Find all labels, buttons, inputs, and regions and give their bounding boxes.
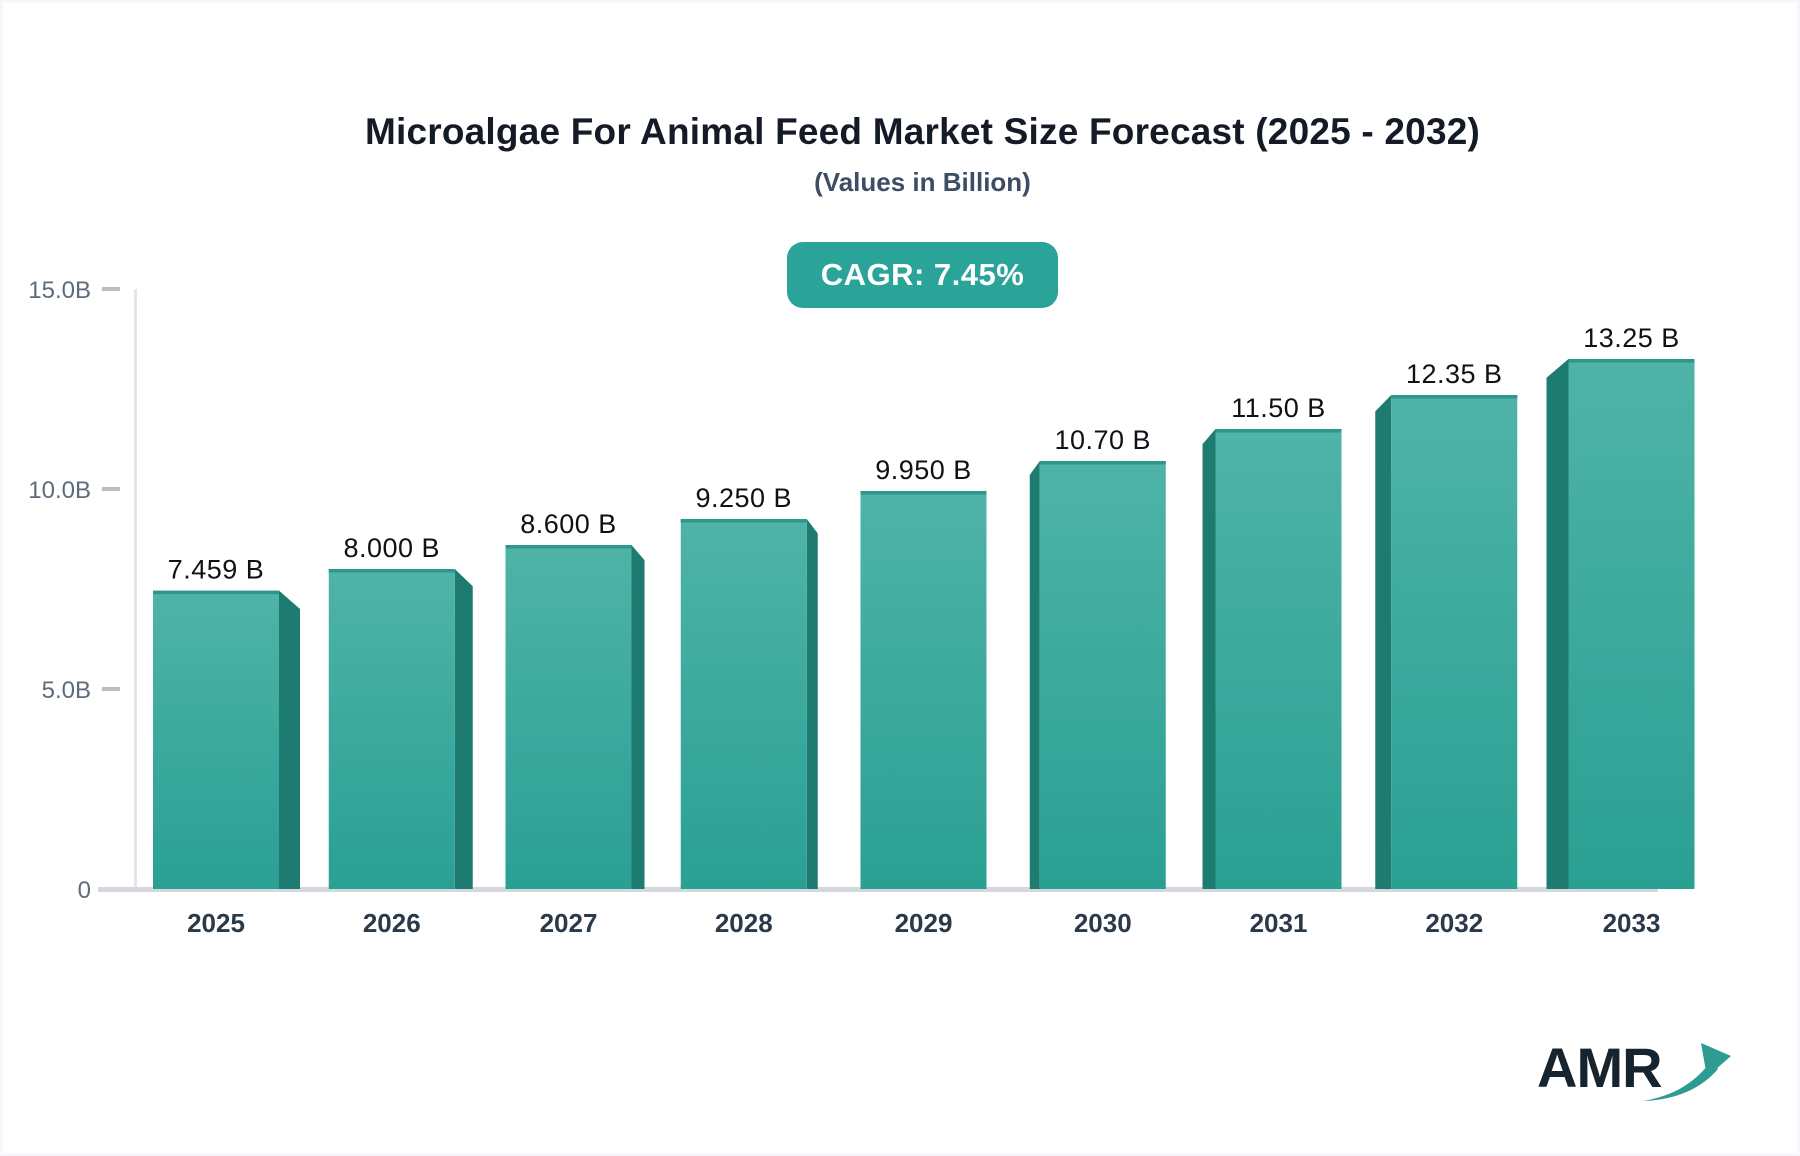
bar-value-label-2027: 8.600 B xyxy=(520,509,617,539)
x-axis-label-2033: 2033 xyxy=(1603,908,1661,938)
cagr-badge-label: CAGR: 7.45% xyxy=(820,257,1025,292)
bar-2025: 7.459 B 2025 xyxy=(153,555,300,938)
bar-side-face xyxy=(1029,461,1040,889)
bar-top-edge xyxy=(1215,429,1342,433)
bar-top-edge xyxy=(1568,359,1695,363)
bar-front-face xyxy=(505,545,632,889)
bar-side-face xyxy=(806,519,818,889)
bar-value-label-2033: 13.25 B xyxy=(1583,323,1680,353)
bar-front-face xyxy=(1391,395,1518,889)
bar-2027: 8.600 B 2027 xyxy=(505,509,645,938)
bar-side-face xyxy=(454,569,473,889)
bar-2030: 10.70 B 2030 xyxy=(1029,425,1166,938)
bar-2029: 9.950 B 2029 xyxy=(860,455,987,938)
amr-logo: AMR xyxy=(1537,1035,1731,1115)
x-axis-label-2026: 2026 xyxy=(363,908,421,938)
bar-top-edge xyxy=(860,491,987,495)
bar-2033: 13.25 B 2033 xyxy=(1546,323,1695,938)
y-tick-label-5.0B: 5.0B xyxy=(42,677,91,704)
bar-2026: 8.000 B 2026 xyxy=(328,533,473,938)
y-tick-label-10.0B: 10.0B xyxy=(28,477,91,504)
page-title: Microalgae For Animal Feed Market Size F… xyxy=(364,111,1481,152)
growth-arrow-icon xyxy=(1643,1043,1731,1101)
bar-top-edge xyxy=(328,569,455,573)
bar-front-face xyxy=(680,519,807,889)
bar-front-face xyxy=(1215,429,1342,889)
bar-value-label-2030: 10.70 B xyxy=(1054,425,1151,455)
bar-side-face xyxy=(279,590,300,889)
x-axis-label-2025: 2025 xyxy=(187,908,245,938)
x-axis-baseline xyxy=(98,887,1658,892)
bar-side-face xyxy=(1546,359,1569,889)
bar-front-face xyxy=(860,491,987,889)
x-axis-label-2031: 2031 xyxy=(1250,908,1308,938)
chart-subtitle: (Values in Billion) xyxy=(814,167,1031,197)
bar-front-face xyxy=(1568,359,1695,889)
bar-value-label-2026: 8.000 B xyxy=(343,533,440,563)
bar-front-face xyxy=(328,569,455,889)
bar-top-edge xyxy=(505,545,632,549)
bar-chart-canvas: 15.0B 10.0B 5.0B 0 7.459 B 2025 8.000 B 2026 8.6… xyxy=(3,3,1797,1153)
bar-side-face xyxy=(1202,429,1216,889)
x-axis-label-2028: 2028 xyxy=(715,908,773,938)
bar-value-label-2031: 11.50 B xyxy=(1231,393,1326,423)
bar-2031: 11.50 B 2031 xyxy=(1202,393,1342,938)
y-tick-10.0B xyxy=(102,487,120,491)
x-axis-label-2027: 2027 xyxy=(540,908,598,938)
y-tick-label-0: 0 xyxy=(78,877,91,904)
bar-top-edge xyxy=(680,519,807,523)
bar-side-face xyxy=(1375,395,1392,889)
amr-logo-text: AMR xyxy=(1537,1036,1663,1099)
bar-value-label-2032: 12.35 B xyxy=(1406,359,1503,389)
chart-header: Microalgae For Animal Feed Market Size F… xyxy=(48,3,1797,308)
bar-value-label-2028: 9.250 B xyxy=(695,483,792,513)
y-tick-15.0B xyxy=(102,287,120,291)
bar-front-face xyxy=(1039,461,1166,889)
y-axis-line xyxy=(134,289,137,887)
bar-value-label-2025: 7.459 B xyxy=(168,555,265,585)
bar-side-face xyxy=(631,545,645,889)
bar-front-face xyxy=(153,590,279,889)
bar-2032: 12.35 B 2032 xyxy=(1375,359,1518,938)
bar-top-edge xyxy=(1391,395,1518,399)
x-axis-label-2030: 2030 xyxy=(1074,908,1132,938)
y-tick-5.0B xyxy=(102,687,120,691)
bar-value-label-2029: 9.950 B xyxy=(875,455,972,485)
cagr-badge: CAGR: 7.45% xyxy=(786,242,1059,308)
x-axis-label-2029: 2029 xyxy=(895,908,953,938)
bar-top-edge xyxy=(153,590,279,595)
x-axis-label-2032: 2032 xyxy=(1425,908,1483,938)
bar-top-edge xyxy=(1039,461,1166,465)
bar-2028: 9.250 B 2028 xyxy=(680,483,818,938)
y-tick-label-15.0B: 15.0B xyxy=(28,277,91,304)
